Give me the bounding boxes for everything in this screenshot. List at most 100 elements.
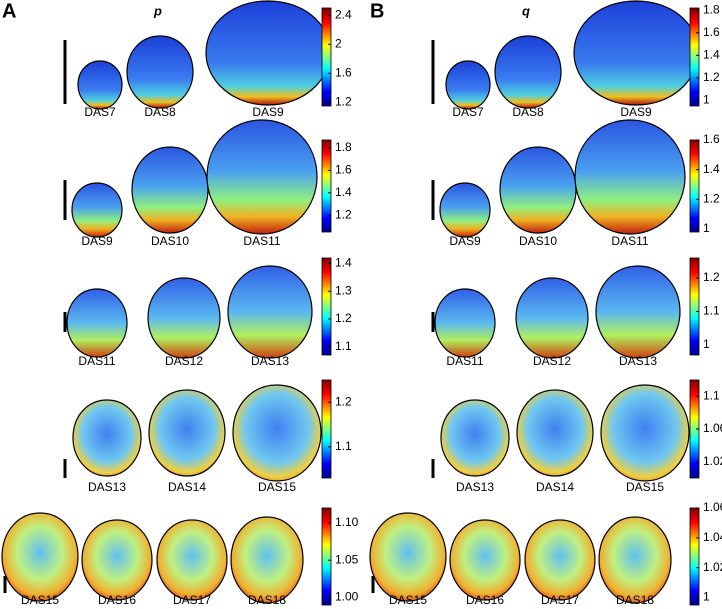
leaf-heatmap	[573, 0, 699, 106]
sample-label: DAS15	[258, 480, 296, 494]
sample-label: DAS18	[616, 593, 654, 607]
colorbar-tick-label: 1.1	[335, 339, 352, 353]
sample-label: DAS7	[452, 105, 484, 119]
leaf-heatmap	[440, 399, 510, 477]
leaf-heatmap	[147, 277, 221, 359]
colorbar-tick-label: 1.00	[335, 590, 359, 604]
colorbar	[689, 507, 700, 606]
colorbar-tick-label: 2	[335, 36, 342, 50]
leaf-heatmap	[126, 35, 194, 109]
leaf-heatmap	[598, 516, 672, 604]
colorbar	[689, 257, 700, 356]
colorbar	[321, 139, 332, 233]
sample-label: DAS18	[248, 593, 286, 607]
colorbar-tick-label: 1.4	[335, 256, 352, 270]
sample-label: DAS8	[144, 105, 176, 119]
colorbar-tick-label: 1.2	[703, 192, 720, 206]
sample-label: DAS15	[626, 480, 664, 494]
sample-label: DAS9	[620, 105, 652, 119]
sample-label: DAS15	[389, 593, 427, 607]
colorbar-tick-label: 1.6	[335, 66, 352, 80]
leaf-heatmap	[232, 384, 322, 482]
sample-label: DAS14	[536, 480, 574, 494]
sample-label: DAS9	[252, 105, 284, 119]
leaf-heatmap	[595, 265, 681, 359]
leaf-heatmap	[206, 119, 318, 235]
leaf-heatmap	[156, 519, 228, 601]
panel-label: A	[2, 0, 16, 22]
sample-label: DAS17	[173, 593, 211, 607]
colorbar-tick-label: 1.02	[703, 454, 722, 468]
colorbar-tick-label: 2.4	[335, 7, 352, 21]
panel-title: p	[153, 3, 162, 18]
leaf-heatmap	[131, 146, 209, 234]
colorbar	[321, 507, 332, 606]
colorbar	[321, 257, 332, 356]
sample-label: DAS10	[151, 234, 189, 248]
colorbar-tick-label: 1.10	[335, 515, 359, 529]
leaf-heatmap	[1, 512, 79, 602]
colorbar	[689, 139, 700, 233]
colorbar-tick-label: 1.2	[335, 311, 352, 325]
colorbar-tick-label: 1	[703, 93, 710, 107]
leaf-heatmap	[369, 512, 447, 602]
sample-label: DAS12	[533, 354, 571, 368]
colorbar-tick-label: 1.4	[335, 185, 352, 199]
leaf-heatmap	[449, 519, 521, 601]
colorbar-tick-label: 1.1	[703, 389, 720, 403]
leaf-heatmap	[148, 389, 226, 477]
colorbar-tick-label: 1.1	[335, 439, 352, 453]
sample-label: DAS13	[88, 480, 126, 494]
panel-title: q	[522, 3, 530, 18]
leaf-heatmap	[445, 60, 491, 110]
colorbar-tick-label: 1.1	[703, 304, 720, 318]
colorbar-tick-label: 1.8	[335, 140, 352, 154]
sample-label: DAS12	[165, 354, 203, 368]
leaf-heatmap	[494, 35, 562, 109]
colorbar-tick-label: 1.6	[335, 162, 352, 176]
colorbar-tick-label: 1.2	[703, 270, 720, 284]
leaf-heatmap	[516, 389, 594, 477]
sample-label: DAS13	[251, 354, 289, 368]
sample-label: DAS16	[98, 593, 136, 607]
colorbar-tick-label: 1.4	[703, 47, 720, 61]
leaf-heatmap	[77, 60, 123, 110]
sample-label: DAS14	[168, 480, 206, 494]
leaf-heatmap	[434, 288, 496, 358]
sample-label: DAS15	[21, 593, 59, 607]
leaf-heatmap	[515, 277, 589, 359]
colorbar-tick-label: 1.8	[703, 2, 720, 16]
leaf-heatmap	[230, 516, 304, 604]
colorbar-tick-label: 1.04	[703, 530, 722, 544]
sample-label: DAS17	[541, 593, 579, 607]
sample-label: DAS9	[81, 234, 113, 248]
colorbar-tick-label: 1.3	[335, 283, 352, 297]
colorbar-tick-label: 1.02	[703, 560, 722, 574]
leaf-heatmap	[66, 288, 128, 358]
colorbar-tick-label: 1.2	[335, 394, 352, 408]
colorbar	[321, 379, 332, 479]
colorbar	[689, 7, 700, 107]
leaf-heatmap	[81, 519, 153, 601]
colorbar-tick-label: 1.06	[703, 421, 722, 435]
sample-label: DAS8	[512, 105, 544, 119]
sample-label: DAS11	[446, 354, 483, 368]
colorbar-tick-label: 1.6	[703, 132, 720, 146]
colorbar-tick-label: 1	[703, 590, 710, 604]
colorbar-tick-label: 1	[703, 221, 710, 235]
sample-label: DAS11	[611, 234, 648, 248]
colorbar-tick-label: 1.06	[703, 500, 722, 514]
colorbar	[321, 7, 332, 107]
leaf-heatmap	[72, 399, 142, 477]
panel-label: B	[370, 0, 384, 22]
leaf-heatmap	[205, 0, 331, 106]
sample-label: DAS11	[243, 234, 280, 248]
leaf-heatmap	[439, 182, 491, 238]
colorbar-tick-label: 1.4	[703, 162, 720, 176]
leaf-heatmap	[499, 146, 577, 234]
sample-label: DAS9	[449, 234, 481, 248]
leaf-heatmap	[574, 119, 686, 235]
colorbar-tick-label: 1.2	[703, 70, 720, 84]
sample-label: DAS16	[466, 593, 504, 607]
sample-label: DAS13	[456, 480, 494, 494]
